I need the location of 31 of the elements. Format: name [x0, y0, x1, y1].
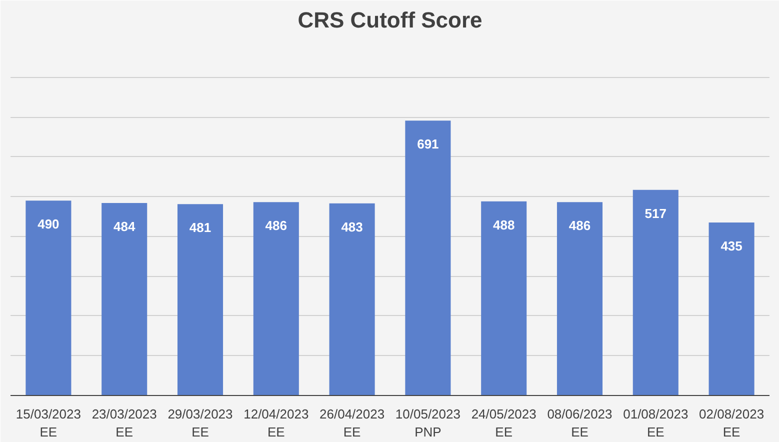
- bar: [329, 203, 375, 396]
- data-label: 481: [189, 220, 212, 236]
- data-label: 484: [114, 218, 136, 234]
- bar: [253, 202, 299, 396]
- data-label: 490: [38, 216, 60, 232]
- x-tick-label: 08/06/2023 EE: [547, 406, 612, 440]
- data-label: 486: [568, 218, 591, 234]
- bar: [481, 201, 527, 396]
- x-tick-label: 15/03/2023 EE: [16, 406, 81, 440]
- x-tick-label: 10/05/2023 PNP: [395, 406, 460, 440]
- data-label: 483: [341, 219, 363, 234]
- x-tick-label: 02/08/2023 EE: [699, 406, 764, 440]
- bar: [26, 200, 72, 396]
- x-tick-label: 26/04/2023 EE: [320, 406, 385, 440]
- x-tick-label: 01/08/2023 EE: [623, 406, 688, 440]
- x-tick-label: 12/04/2023 EE: [244, 406, 309, 440]
- x-tick-label: 23/03/2023 EE: [92, 406, 157, 440]
- bar: [708, 222, 754, 396]
- x-tick-label: 24/05/2023 EE: [471, 406, 536, 440]
- data-label: 486: [265, 218, 288, 234]
- bar: [405, 120, 451, 396]
- bar: [632, 190, 678, 396]
- data-label: 488: [493, 217, 515, 232]
- bar: [177, 204, 224, 396]
- bar: [556, 202, 603, 396]
- data-label: 691: [417, 136, 439, 152]
- chart-title: CRS Cutoff Score: [298, 8, 482, 32]
- x-tick-label: 29/03/2023 EE: [168, 406, 233, 440]
- data-label: 435: [720, 238, 742, 254]
- bar: [102, 202, 148, 396]
- data-label: 517: [644, 206, 667, 221]
